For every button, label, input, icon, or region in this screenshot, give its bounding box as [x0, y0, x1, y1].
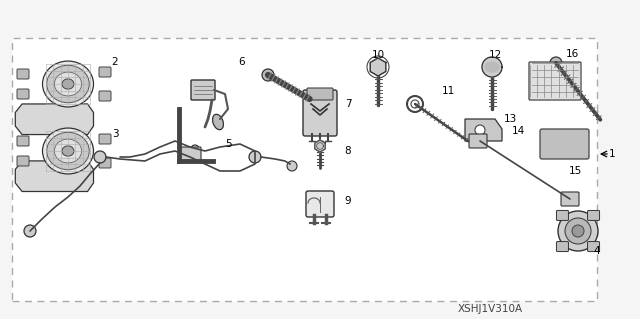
Polygon shape [485, 62, 499, 72]
FancyBboxPatch shape [179, 147, 201, 161]
Circle shape [287, 161, 297, 171]
Circle shape [262, 69, 274, 81]
Ellipse shape [212, 114, 223, 130]
FancyBboxPatch shape [540, 129, 589, 159]
FancyBboxPatch shape [529, 62, 581, 100]
FancyBboxPatch shape [99, 158, 111, 168]
Ellipse shape [47, 65, 89, 103]
Circle shape [191, 145, 199, 153]
Text: 10: 10 [371, 50, 385, 60]
Text: XSHJ1V310A: XSHJ1V310A [458, 304, 523, 314]
Ellipse shape [42, 61, 93, 107]
Text: 11: 11 [442, 86, 454, 96]
FancyBboxPatch shape [588, 211, 600, 220]
Text: 13: 13 [504, 114, 516, 124]
Circle shape [558, 211, 598, 251]
Ellipse shape [47, 132, 89, 170]
Text: 12: 12 [488, 50, 502, 60]
Text: 5: 5 [225, 139, 231, 149]
Ellipse shape [54, 139, 82, 163]
Polygon shape [482, 57, 502, 77]
Text: 3: 3 [112, 129, 118, 139]
FancyBboxPatch shape [556, 211, 568, 220]
Text: 8: 8 [345, 146, 351, 156]
Text: 2: 2 [112, 57, 118, 67]
Polygon shape [15, 161, 93, 191]
Text: 7: 7 [345, 99, 351, 109]
Text: 16: 16 [565, 49, 579, 59]
Circle shape [475, 125, 485, 135]
FancyBboxPatch shape [307, 88, 333, 100]
Polygon shape [315, 140, 325, 152]
Ellipse shape [62, 146, 74, 156]
FancyBboxPatch shape [191, 80, 215, 100]
Ellipse shape [62, 79, 74, 89]
Circle shape [24, 225, 36, 237]
Text: 4: 4 [594, 246, 600, 256]
Ellipse shape [54, 72, 82, 96]
FancyBboxPatch shape [303, 90, 337, 136]
Text: 15: 15 [568, 166, 582, 176]
Text: 1: 1 [609, 149, 615, 159]
Circle shape [572, 225, 584, 237]
Text: 14: 14 [511, 126, 525, 136]
FancyBboxPatch shape [99, 91, 111, 101]
FancyBboxPatch shape [469, 134, 487, 148]
FancyBboxPatch shape [99, 134, 111, 144]
Circle shape [565, 218, 591, 244]
Circle shape [550, 57, 562, 69]
FancyBboxPatch shape [17, 156, 29, 166]
Text: 9: 9 [345, 196, 351, 206]
FancyBboxPatch shape [17, 69, 29, 79]
FancyBboxPatch shape [17, 136, 29, 146]
FancyBboxPatch shape [306, 191, 334, 217]
Polygon shape [465, 119, 502, 141]
FancyBboxPatch shape [588, 241, 600, 252]
FancyBboxPatch shape [17, 89, 29, 99]
Circle shape [94, 151, 106, 163]
Circle shape [249, 151, 261, 163]
FancyBboxPatch shape [556, 241, 568, 252]
Text: 6: 6 [239, 57, 245, 67]
FancyBboxPatch shape [561, 192, 579, 206]
FancyBboxPatch shape [99, 67, 111, 77]
Polygon shape [370, 58, 386, 76]
Ellipse shape [42, 128, 93, 174]
Polygon shape [15, 104, 93, 135]
Bar [12, 38, 597, 301]
